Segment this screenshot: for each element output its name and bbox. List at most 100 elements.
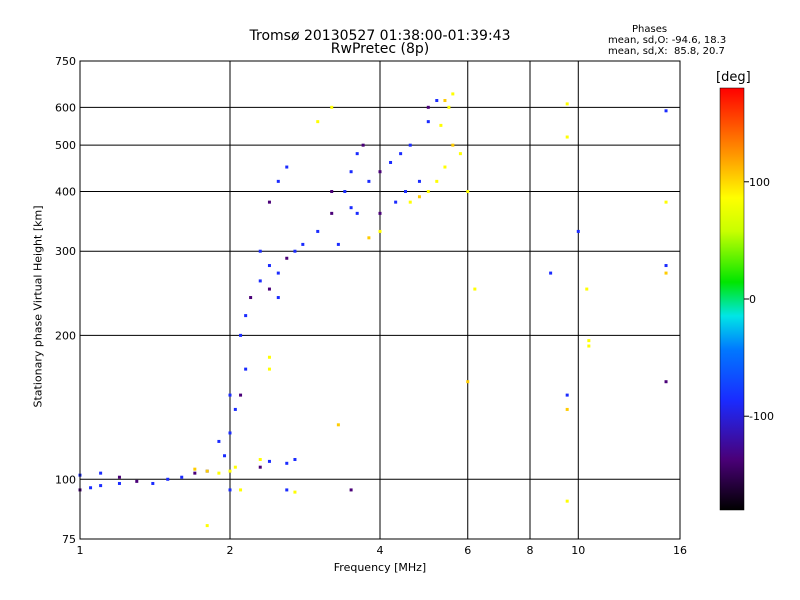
y-tick-label: 750 [55, 55, 76, 68]
data-point [394, 200, 398, 204]
data-point [193, 471, 197, 475]
data-point [233, 407, 237, 411]
data-point [349, 488, 353, 492]
data-point [664, 200, 668, 204]
data-point [285, 488, 289, 492]
data-point [228, 488, 232, 492]
data-point [99, 471, 103, 475]
y-tick-label: 75 [62, 533, 76, 546]
data-point [447, 105, 451, 109]
data-point [276, 296, 280, 300]
data-point [117, 481, 121, 485]
x-tick-label: 4 [377, 544, 384, 557]
data-point [166, 477, 170, 481]
data-point [408, 143, 412, 147]
data-point [249, 296, 253, 300]
data-point [435, 99, 439, 103]
y-axis-label: Stationary phase Virtual Height [km] [31, 205, 45, 408]
x-tick-label: 10 [571, 544, 585, 557]
data-point [439, 123, 443, 127]
data-point [258, 457, 262, 461]
stats-x-mode: mean, sd,X: 85.8, 20.7 [608, 46, 725, 57]
colorbar-tick-label: 100 [749, 176, 770, 189]
data-point [267, 459, 271, 463]
data-point [267, 355, 271, 359]
data-point [565, 102, 569, 106]
data-point [239, 333, 243, 337]
data-point [664, 109, 668, 113]
data-point [336, 423, 340, 427]
stats-o-mode: mean, sd,O: -94.6, 18.3 [608, 35, 727, 46]
data-point [361, 143, 365, 147]
data-point [426, 120, 430, 124]
data-point [378, 170, 382, 174]
data-point [330, 211, 334, 215]
data-point [565, 135, 569, 139]
data-point [193, 467, 197, 471]
data-point [117, 475, 121, 479]
data-point [426, 105, 430, 109]
y-tick-label: 600 [55, 101, 76, 114]
data-point [258, 249, 262, 253]
chart-subtitle: RwPretec (8p) [330, 41, 430, 57]
data-point [223, 454, 227, 458]
data-point [316, 120, 320, 124]
data-point [367, 179, 371, 183]
data-point [451, 92, 455, 96]
data-point [378, 211, 382, 215]
data-point [205, 524, 209, 528]
x-tick-label: 2 [227, 544, 234, 557]
x-axis-label: Frequency [MHz] [333, 561, 427, 574]
data-point [349, 170, 353, 174]
data-point [228, 469, 232, 473]
data-point [367, 236, 371, 240]
data-point [389, 160, 393, 164]
data-point [205, 469, 209, 473]
data-point [267, 367, 271, 371]
x-tick-label: 6 [464, 544, 471, 557]
data-point [664, 271, 668, 275]
data-point [301, 242, 305, 246]
data-point [451, 143, 455, 147]
data-point [217, 471, 221, 475]
data-point [435, 179, 439, 183]
data-point [330, 105, 334, 109]
data-point [285, 256, 289, 260]
data-point [466, 189, 470, 193]
data-point [293, 490, 297, 494]
data-point [135, 479, 139, 483]
data-point [664, 380, 668, 384]
data-point [244, 367, 248, 371]
colorbar [719, 87, 745, 511]
data-point [258, 465, 262, 469]
data-point [293, 249, 297, 253]
data-point [151, 481, 155, 485]
data-point [233, 465, 237, 469]
data-point [443, 99, 447, 103]
data-point [343, 189, 347, 193]
data-point [276, 271, 280, 275]
data-point [565, 499, 569, 503]
data-point [285, 461, 289, 465]
y-tick-label: 400 [55, 185, 76, 198]
data-point [587, 344, 591, 348]
data-point [417, 195, 421, 199]
data-point [228, 393, 232, 397]
data-point [355, 211, 359, 215]
data-point [664, 264, 668, 268]
data-point [316, 229, 320, 233]
data-point [585, 287, 589, 291]
data-point [403, 189, 407, 193]
colorbar-label: [deg] [716, 70, 751, 85]
x-tick-label: 8 [527, 544, 534, 557]
data-point [276, 179, 280, 183]
data-point [239, 488, 243, 492]
data-point [217, 439, 221, 443]
data-point [258, 279, 262, 283]
plot-frame [79, 60, 681, 540]
data-point [576, 229, 580, 233]
data-point [239, 393, 243, 397]
data-point [565, 407, 569, 411]
colorbar-tick-label: -100 [749, 410, 774, 423]
data-point [330, 189, 334, 193]
